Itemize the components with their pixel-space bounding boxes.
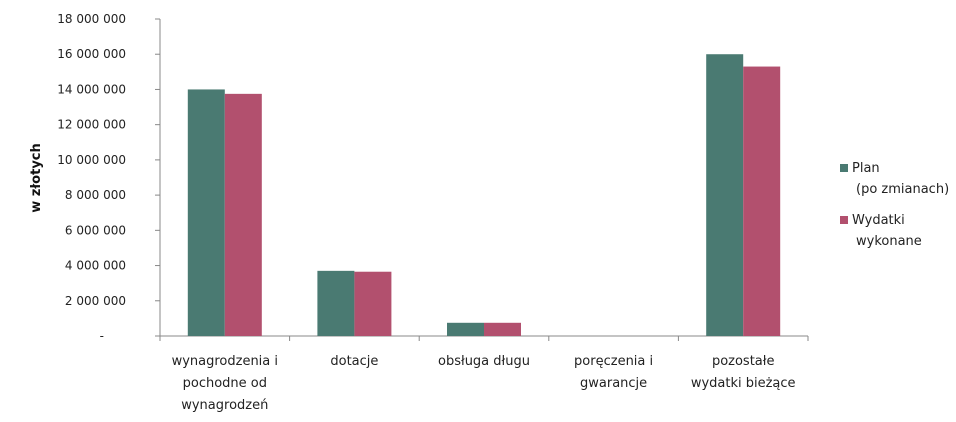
x-tick-label: pozostałe wydatki bieżące — [691, 354, 796, 391]
y-axis-ticks: - 2 000 000 4 000 000 6 000 000 8 000 000 10 … — [57, 12, 160, 343]
legend-label: Plan (po zmianach) — [852, 161, 949, 197]
x-axis-labels: wynagrodzenia i pochodne od wynagrodzeń dot… — [172, 354, 796, 413]
legend: Plan (po zmianach) Wydatki wykonane — [840, 161, 949, 249]
y-tick-label: 8 000 000 — [65, 188, 126, 202]
bar — [447, 322, 484, 336]
x-tick-label: wynagrodzenia i pochodne od wynagrodzeń — [172, 354, 278, 413]
y-tick-label: 4 000 000 — [65, 259, 126, 273]
legend-swatch — [840, 164, 848, 172]
bar — [484, 322, 521, 336]
bar — [743, 66, 781, 337]
y-axis-label: w złotych — [29, 143, 44, 213]
bar — [706, 54, 744, 336]
y-tick-label: 2 000 000 — [65, 294, 126, 308]
legend-swatch — [840, 216, 848, 224]
y-tick-label: 14 000 000 — [57, 82, 126, 96]
y-tick-label: - — [100, 329, 104, 343]
x-tick-label: obsługa długu — [438, 354, 530, 369]
y-tick-label: 6 000 000 — [65, 223, 126, 237]
y-tick-label: 12 000 000 — [57, 118, 126, 132]
y-tick-label: 16 000 000 — [57, 47, 126, 61]
x-tick-label: dotacje — [330, 354, 378, 369]
bar — [187, 89, 225, 336]
bar — [224, 93, 262, 336]
bar — [317, 270, 355, 336]
bar — [354, 271, 392, 336]
bars — [187, 54, 781, 337]
legend-label: Wydatki wykonane — [852, 213, 922, 249]
x-tick-label: poręczenia i gwarancje — [574, 354, 653, 391]
y-tick-label: 10 000 000 — [57, 153, 126, 167]
y-tick-label: 18 000 000 — [57, 12, 126, 26]
